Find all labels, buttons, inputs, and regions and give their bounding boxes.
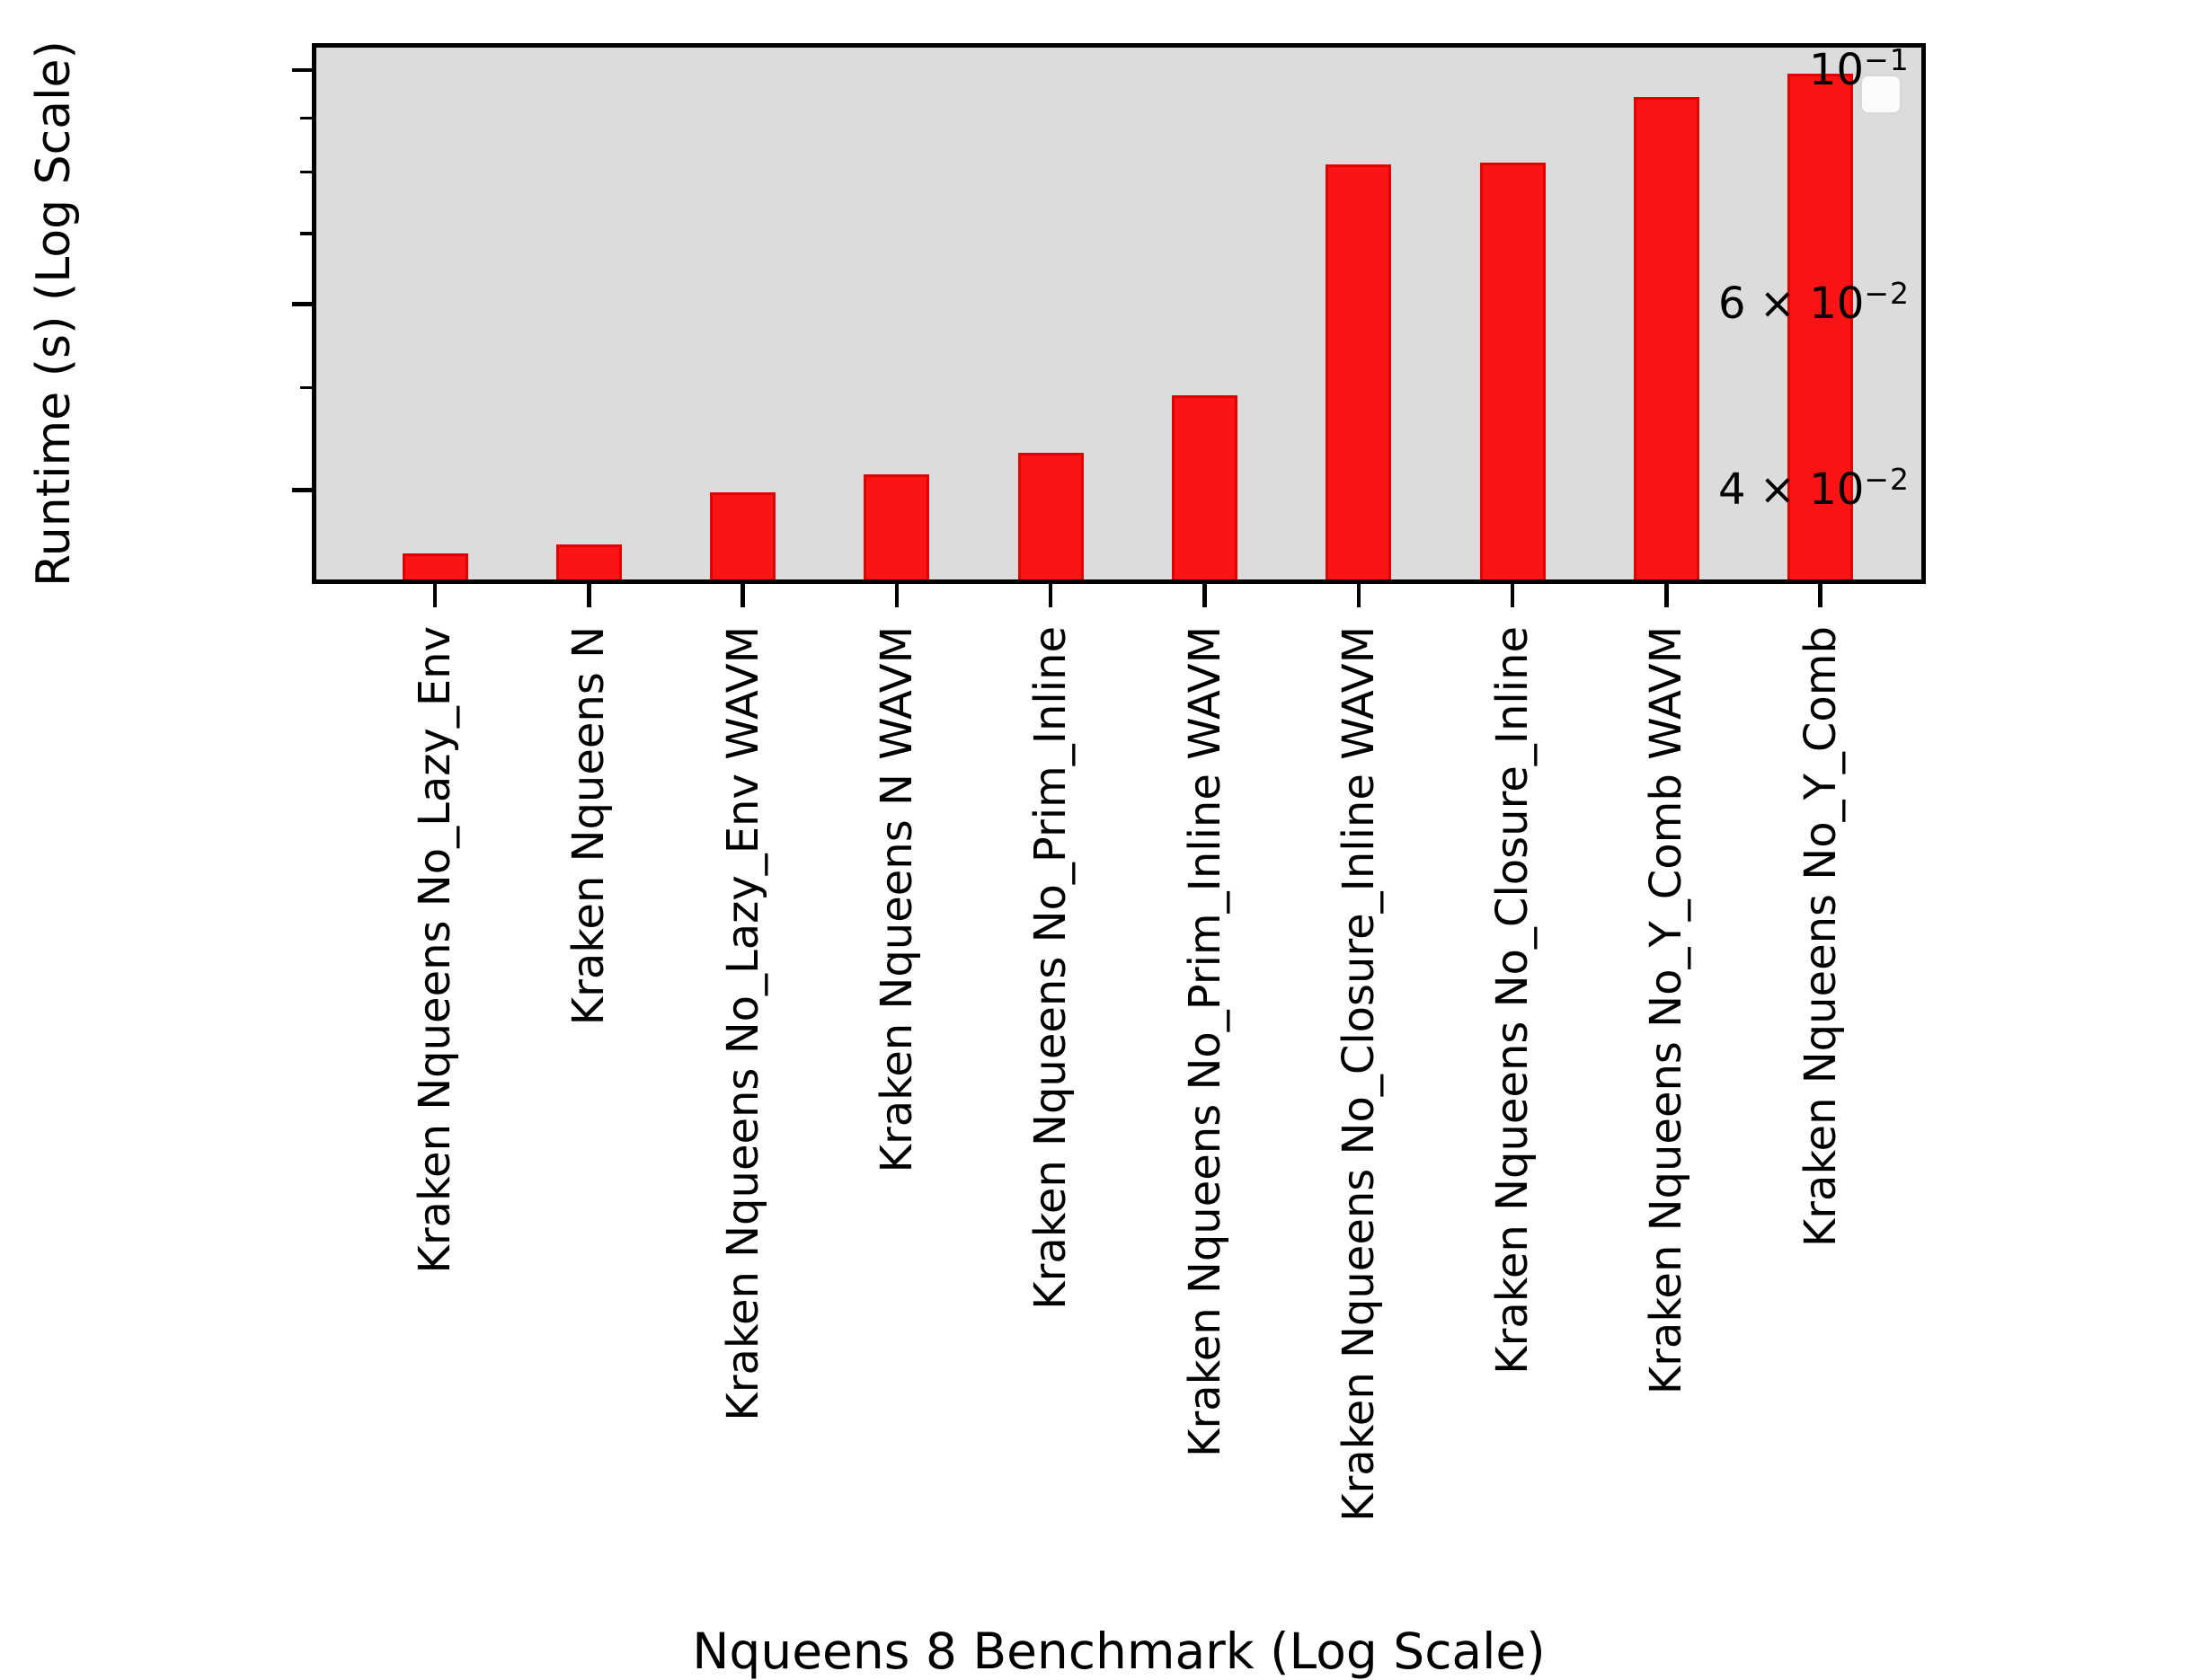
bar: [402, 553, 468, 579]
bar: [1326, 164, 1392, 579]
x-tick-label: Kraken Nqueens N WAVM: [871, 626, 922, 1173]
axis-spine-top: [312, 43, 1926, 48]
axis-spine-left: [312, 43, 316, 584]
x-tick-label: Kraken Nqueens No_Y_Comb WAVM: [1641, 626, 1692, 1395]
x-tick: [1664, 584, 1669, 607]
x-tick-label: Kraken Nqueens No_Prim_Inline WAVM: [1179, 626, 1230, 1457]
x-tick: [587, 584, 591, 607]
x-tick: [1048, 584, 1053, 607]
x-tick: [1510, 584, 1515, 607]
x-tick-label: Kraken Nqueens No_Closure_Inline: [1487, 626, 1539, 1375]
x-tick-label: Kraken Nqueens N: [563, 626, 615, 1026]
y-minor-tick: [300, 116, 312, 120]
bar: [710, 491, 776, 579]
x-tick-label: Kraken Nqueens No_Lazy_Env: [410, 626, 460, 1274]
axis-spine-bottom: [312, 579, 1926, 584]
x-tick: [432, 584, 438, 607]
bar: [555, 544, 622, 579]
y-minor-tick: [300, 232, 312, 235]
bar: [864, 473, 930, 579]
y-minor-tick: [300, 170, 312, 174]
x-tick: [1356, 584, 1361, 607]
y-major-tick: [292, 302, 312, 306]
x-tick: [1818, 584, 1822, 607]
bar: [1787, 73, 1854, 579]
y-major-tick: [292, 67, 312, 73]
x-tick: [894, 584, 900, 607]
x-tick: [1202, 584, 1207, 607]
x-tick-label: Kraken Nqueens No_Prim_Inline: [1025, 626, 1077, 1310]
bar: [1172, 394, 1237, 579]
bar: [1017, 452, 1084, 579]
legend-box: [1859, 74, 1902, 115]
x-tick-label: Kraken Nqueens No_Lazy_Env WAVM: [717, 626, 768, 1421]
y-minor-tick: [300, 385, 312, 390]
x-tick-label: Kraken Nqueens No_Closure_Inline WAVM: [1333, 626, 1384, 1522]
x-tick: [740, 584, 745, 607]
bar: [1633, 96, 1699, 579]
x-axis-label: Nqueens 8 Benchmark (Log Scale): [692, 1623, 1546, 1680]
y-tick-label: 4 × 10−2: [1718, 462, 1911, 516]
y-major-tick: [292, 488, 312, 492]
bar: [1479, 162, 1546, 579]
axis-spine-right: [1921, 43, 1926, 584]
y-tick-label: 6 × 10−2: [1718, 276, 1911, 330]
x-tick-label: Kraken Nqueens No_Y_Comb: [1795, 626, 1846, 1248]
y-tick-label: 10−1: [1809, 41, 1910, 95]
y-axis-label: Runtime (s) (Log Scale): [27, 40, 81, 587]
